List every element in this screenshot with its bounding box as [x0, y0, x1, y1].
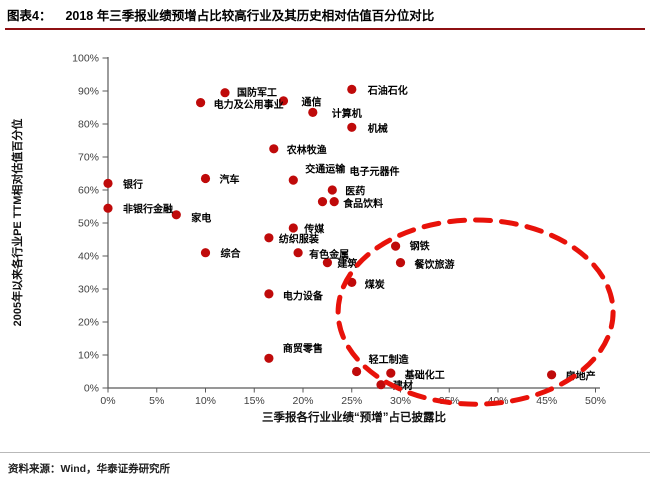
- y-tick-label: 0%: [84, 383, 99, 395]
- y-tick-label: 50%: [78, 218, 99, 230]
- data-point: [288, 223, 298, 233]
- figure-tag: 图表4：: [7, 9, 52, 23]
- y-tick-label: 10%: [78, 350, 99, 362]
- data-point: [347, 122, 357, 132]
- data-point: [103, 203, 113, 213]
- y-tick-label: 30%: [78, 284, 99, 296]
- data-point-label: 食品饮料: [342, 197, 383, 210]
- data-point: [376, 380, 386, 390]
- title-underline: [5, 28, 645, 30]
- data-point-label: 煤炭: [365, 278, 385, 291]
- data-point: [278, 96, 289, 106]
- data-point-label: 建筑: [336, 257, 357, 270]
- y-tick-label: 90%: [78, 86, 99, 98]
- data-point: [547, 370, 557, 380]
- data-point: [308, 107, 318, 117]
- data-point-label: 基础化工: [404, 369, 445, 382]
- data-point: [329, 197, 339, 207]
- x-axis-title: 三季报各行业业绩“预增”占已披露比: [262, 410, 446, 424]
- data-point-label: 通信: [302, 95, 322, 108]
- x-tick-label: 15%: [244, 395, 265, 407]
- y-tick-label: 70%: [78, 152, 99, 164]
- x-tick-label: 25%: [341, 395, 362, 407]
- y-tick-label: 100%: [72, 53, 99, 65]
- data-point-label: 传媒: [303, 223, 325, 236]
- figure-title: 2018 年三季报业绩预增占比较高行业及其历史相对估值百分位对比: [65, 9, 435, 23]
- data-point: [264, 289, 274, 299]
- data-point: [200, 173, 211, 184]
- data-point-label: 医药: [345, 185, 365, 198]
- data-point: [288, 175, 298, 185]
- data-point-label: 电力设备: [283, 289, 324, 302]
- data-point: [264, 353, 274, 363]
- data-point-label: 餐饮旅游: [414, 258, 455, 271]
- data-point: [352, 366, 362, 377]
- data-point-label: 综合: [221, 247, 242, 260]
- data-point-label: 农林牧渔: [286, 143, 327, 156]
- data-point-label: 纺织服装: [279, 232, 319, 245]
- data-point-label: 银行: [123, 178, 143, 191]
- data-point: [395, 258, 406, 268]
- data-point-label: 汽车: [220, 173, 240, 186]
- x-tick-label: 5%: [149, 395, 164, 407]
- y-tick-label: 60%: [78, 185, 99, 197]
- data-point: [171, 210, 181, 220]
- data-point: [327, 185, 337, 195]
- data-point-label: 电子元器件: [350, 165, 400, 178]
- data-point-label: 交通运输: [305, 163, 346, 176]
- data-point-label: 有色金属: [309, 248, 349, 261]
- data-point: [347, 84, 357, 94]
- data-point: [391, 241, 401, 251]
- data-point-label: 计算机: [332, 107, 362, 120]
- x-tick-label: 0%: [100, 395, 115, 407]
- data-point: [269, 144, 279, 154]
- highlight-ellipse: [335, 217, 616, 407]
- data-point: [293, 248, 303, 258]
- data-point-label: 国防军工: [237, 86, 277, 99]
- x-tick-label: 30%: [390, 395, 411, 407]
- data-point-label: 家电: [191, 211, 211, 224]
- data-point-label: 机械: [368, 122, 388, 135]
- data-point-label: 商贸零售: [283, 342, 323, 355]
- data-point-label: 轻工制造: [369, 353, 410, 366]
- figure-source: 资料来源：Wind，华泰证券研究所: [8, 461, 170, 476]
- figure-header: 图表4： 2018 年三季报业绩预增占比较高行业及其历史相对估值百分位对比: [7, 5, 643, 24]
- footer-divider: [0, 452, 650, 453]
- data-point-label: 石油石化: [367, 84, 408, 97]
- x-tick-label: 20%: [292, 395, 313, 407]
- y-tick-label: 80%: [78, 119, 99, 131]
- data-point: [200, 248, 211, 258]
- y-tick-label: 20%: [78, 317, 99, 329]
- data-point: [264, 233, 274, 243]
- data-point: [103, 178, 113, 188]
- y-tick-label: 40%: [78, 251, 99, 263]
- x-tick-label: 10%: [195, 395, 216, 407]
- data-point: [196, 98, 206, 108]
- data-point: [220, 88, 230, 98]
- data-point-label: 电力及公用事业: [214, 98, 284, 111]
- data-point: [322, 258, 332, 268]
- data-point: [386, 368, 396, 378]
- y-axis-title: 2005年以来各行业PE TTM相对估值百分位: [10, 119, 24, 327]
- data-point-label: 钢铁: [410, 240, 430, 253]
- axis-lines: [107, 57, 600, 389]
- x-tick-label: 45%: [536, 395, 557, 407]
- data-point-label: 非银行金融: [123, 203, 173, 216]
- source-text: 资料来源：Wind，华泰证券研究所: [8, 463, 171, 475]
- data-point: [317, 197, 328, 207]
- x-tick-label: 50%: [585, 395, 606, 407]
